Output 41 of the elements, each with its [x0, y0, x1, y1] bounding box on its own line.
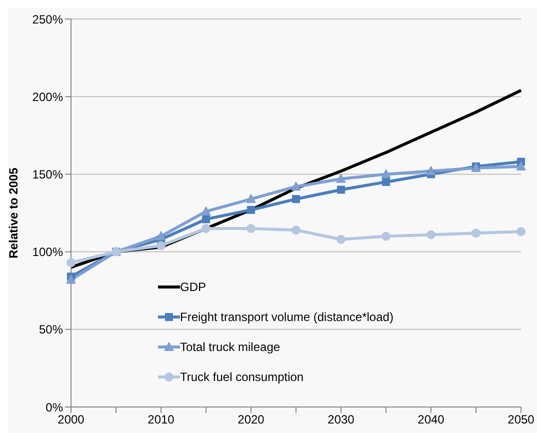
y-tick-label: 150% — [32, 167, 64, 182]
point — [247, 206, 255, 214]
point — [202, 224, 210, 234]
x-tick-label: 2010 — [148, 412, 175, 427]
point — [156, 230, 166, 240]
point — [66, 258, 76, 268]
x-tick-label: 2040 — [418, 412, 445, 427]
point — [156, 241, 166, 250]
point — [201, 206, 211, 216]
legend-label: Truck fuel consumption — [180, 370, 304, 384]
y-tick-label: 0% — [46, 400, 64, 414]
legend-label: GDP — [180, 280, 206, 294]
x-tick-label: 2020 — [238, 412, 265, 427]
point — [472, 228, 480, 238]
point — [246, 194, 256, 204]
x-tick-label: 2000 — [58, 412, 85, 427]
point — [292, 195, 300, 204]
y-tick-label: 250% — [32, 12, 64, 26]
point — [382, 178, 390, 186]
point — [337, 186, 345, 194]
legend-label: Freight transport volume (distance*load) — [180, 310, 394, 324]
x-tick-label: 2030 — [328, 412, 355, 427]
point — [292, 226, 300, 235]
point — [382, 232, 390, 241]
point — [381, 168, 391, 178]
point — [426, 230, 436, 240]
point — [336, 234, 346, 244]
point — [246, 224, 256, 234]
point — [291, 181, 301, 191]
point — [426, 166, 436, 176]
x-tick-label: 2050 — [508, 412, 535, 427]
point — [336, 173, 346, 183]
point — [66, 274, 76, 284]
y-axis-title: Relative to 2005 — [6, 167, 20, 258]
legend-label: Total truck mileage — [180, 340, 280, 354]
y-tick-label: 100% — [32, 245, 64, 260]
y-tick-label: 50% — [38, 322, 64, 337]
point — [516, 160, 526, 170]
point — [202, 215, 210, 224]
point — [516, 227, 526, 236]
y-tick-label: 200% — [32, 90, 64, 104]
